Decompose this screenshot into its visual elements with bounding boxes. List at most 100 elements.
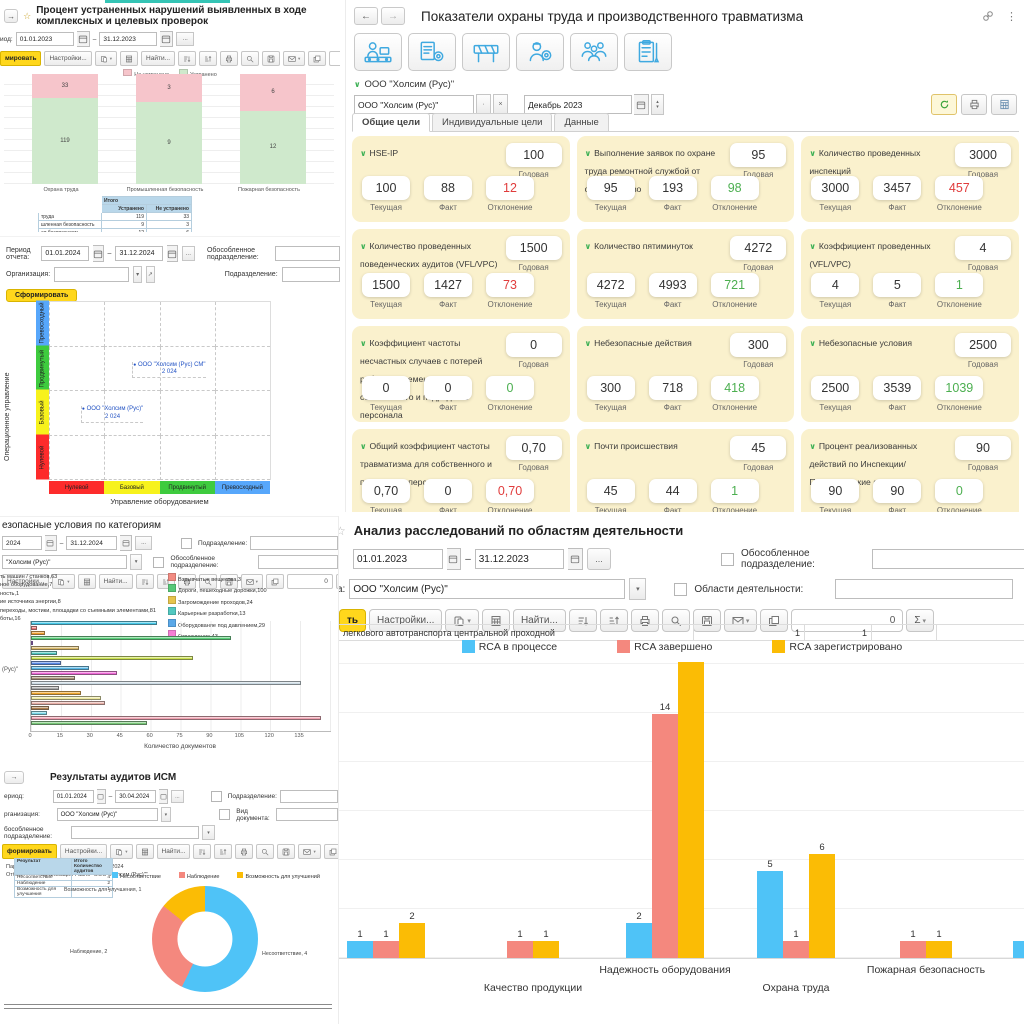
save-icon[interactable]	[277, 844, 296, 859]
sort-desc-icon[interactable]	[214, 844, 233, 859]
organization-input[interactable]: ООО "Холсим (Рус)"	[56, 808, 158, 821]
calc-icon[interactable]	[120, 51, 139, 66]
chevron-down-icon[interactable]: ∨	[584, 442, 592, 451]
chevron-down-icon[interactable]: ▾	[160, 807, 172, 822]
clipboard-pen-button[interactable]	[624, 33, 672, 71]
date-from-input[interactable]: 01.01.2023	[353, 549, 443, 569]
generate-button[interactable]: мировать	[0, 51, 42, 66]
find-button[interactable]: Найти...	[156, 844, 191, 859]
more-dates-button[interactable]: ...	[586, 548, 612, 570]
chevron-down-icon[interactable]: ∨	[360, 149, 367, 158]
table-icon[interactable]	[991, 94, 1017, 115]
calendar-icon[interactable]	[44, 535, 57, 551]
activity-area-input[interactable]	[835, 579, 1014, 599]
people-group-button[interactable]	[570, 33, 618, 71]
spinner-control[interactable]: ▴ ▾	[651, 94, 664, 115]
separate-division-checkbox[interactable]	[153, 556, 165, 568]
chevron-down-icon[interactable]: ∨	[584, 242, 592, 251]
save-icon[interactable]	[219, 574, 238, 589]
find-button[interactable]: Найти...	[141, 51, 176, 66]
mail-icon[interactable]: ▾	[723, 609, 758, 632]
date-from-input[interactable]: 01.01.2024	[41, 246, 89, 261]
more-dates-button[interactable]: ...	[181, 246, 195, 261]
print-icon[interactable]	[220, 51, 239, 66]
chevron-down-icon[interactable]: ∨	[360, 339, 367, 348]
calendar-icon[interactable]	[634, 94, 649, 115]
organization-input[interactable]: ООО "Холсим (Рус)"	[349, 579, 626, 599]
chevron-down-icon[interactable]: ∨	[809, 149, 816, 158]
chevron-down-icon[interactable]: ▾	[202, 825, 215, 840]
settings-button[interactable]: Настройки...	[369, 609, 443, 632]
copy-icon[interactable]	[265, 574, 284, 589]
division-input[interactable]	[281, 267, 340, 282]
counter-input[interactable]: 0	[791, 609, 904, 632]
mail-icon[interactable]: ▾	[240, 574, 263, 589]
chevron-down-icon[interactable]: ∨	[809, 242, 816, 251]
sort-desc-icon[interactable]	[199, 51, 218, 66]
find-button[interactable]: Найти...	[512, 609, 566, 632]
separate-division-input[interactable]	[71, 826, 199, 839]
calc-icon[interactable]	[77, 574, 96, 589]
sum-button[interactable]: Σ▾	[335, 574, 338, 589]
more-dates-button[interactable]: ...	[135, 536, 152, 550]
document-gear-button[interactable]	[408, 33, 456, 71]
mail-icon[interactable]: ▾	[298, 844, 321, 859]
copy-icon[interactable]	[323, 844, 338, 859]
paste-icon[interactable]: ▾	[52, 574, 75, 589]
division-checkbox[interactable]	[210, 791, 222, 802]
sort-desc-icon[interactable]	[599, 609, 628, 632]
calendar-icon[interactable]	[446, 548, 462, 570]
separate-division-input[interactable]	[872, 549, 1024, 569]
counter-input[interactable]: 0	[329, 51, 340, 66]
settings-button[interactable]: Настройки...	[44, 51, 92, 66]
print-icon[interactable]	[630, 609, 659, 632]
tab-data[interactable]: Данные	[554, 113, 609, 131]
date-from-input[interactable]: 01.01.2024	[52, 790, 94, 803]
save-icon[interactable]	[692, 609, 721, 632]
separate-division-input[interactable]	[258, 555, 338, 569]
road-barrier-button[interactable]	[462, 33, 510, 71]
forward-button[interactable]: →	[381, 7, 405, 25]
tab-individual-goals[interactable]: Индивидуальные цели	[432, 113, 553, 131]
division-input[interactable]	[250, 536, 338, 550]
mail-icon[interactable]: ▾	[283, 51, 306, 66]
calc-icon[interactable]	[481, 609, 510, 632]
activity-area-checkbox[interactable]	[674, 582, 688, 596]
division-checkbox[interactable]	[181, 537, 192, 549]
star-icon[interactable]: ☆	[339, 524, 346, 538]
star-icon[interactable]: ☆	[23, 10, 32, 21]
generate-button[interactable]: ть	[339, 609, 367, 632]
calendar-icon[interactable]	[92, 245, 104, 262]
date-to-input[interactable]: 31.12.2023	[474, 549, 565, 569]
copy-icon[interactable]	[308, 51, 327, 66]
tab-common-goals[interactable]: Общие цели	[352, 113, 431, 132]
paste-icon[interactable]: ▾	[110, 844, 133, 859]
counter-input[interactable]: 0	[286, 574, 333, 589]
document-kind-input[interactable]	[275, 808, 338, 821]
engineer-gear-button[interactable]	[516, 33, 564, 71]
chevron-down-icon[interactable]: ∨	[584, 339, 592, 348]
calendar-icon[interactable]	[568, 548, 583, 570]
kebab-menu-icon[interactable]: ⋮	[1006, 10, 1017, 23]
chevron-down-icon[interactable]: ∨	[360, 442, 367, 451]
document-kind-checkbox[interactable]	[219, 809, 231, 820]
calc-icon[interactable]	[135, 844, 154, 859]
chevron-down-icon[interactable]: ∨	[584, 149, 592, 158]
find-button[interactable]: Найти...	[98, 574, 133, 589]
date-from-input[interactable]: 01.01.2023	[15, 32, 74, 46]
chevron-down-icon[interactable]: ∨	[809, 442, 816, 451]
calendar-icon[interactable]	[96, 789, 106, 804]
chevron-down-icon[interactable]: ∨	[360, 242, 367, 251]
print-icon[interactable]	[177, 574, 196, 589]
generate-button[interactable]: формировать	[2, 844, 57, 859]
sort-asc-icon[interactable]	[193, 844, 212, 859]
more-dates-button[interactable]: ...	[171, 790, 184, 803]
chevron-down-icon[interactable]: ▾	[629, 578, 647, 600]
date-to-input[interactable]: 31.12.2024	[115, 246, 163, 261]
date-from-input[interactable]: 2024	[2, 536, 42, 550]
date-to-input[interactable]: 31.12.2023	[99, 32, 158, 46]
print-icon[interactable]	[235, 844, 254, 859]
paste-icon[interactable]: ▾	[94, 51, 118, 66]
chevron-down-icon[interactable]: ▾	[133, 266, 142, 283]
preview-icon[interactable]	[256, 844, 275, 859]
